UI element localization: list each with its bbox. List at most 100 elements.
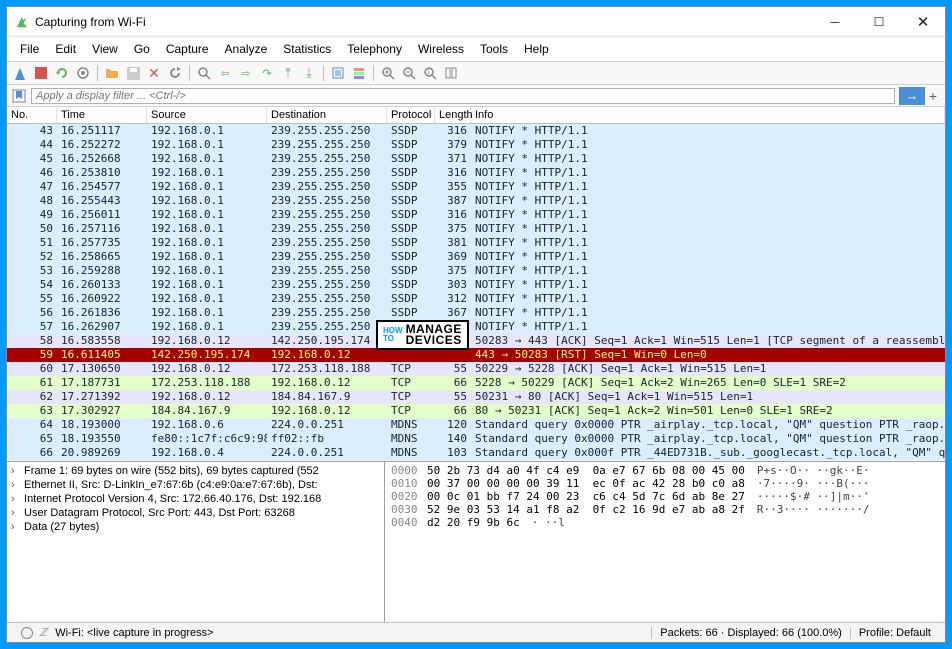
statusbar: ℤ Wi-Fi: <live capture in progress> Pack… bbox=[7, 622, 945, 642]
packet-row[interactable]: 4916.256011192.168.0.1239.255.255.250SSD… bbox=[7, 208, 945, 222]
header-no[interactable]: No. bbox=[7, 107, 57, 123]
expand-icon[interactable]: › bbox=[11, 521, 21, 533]
menu-tools[interactable]: Tools bbox=[473, 40, 515, 58]
packet-bytes-panel[interactable]: 000050 2b 73 d4 a0 4f c4 e9 0a e7 67 6b … bbox=[385, 462, 945, 622]
bytes-row[interactable]: 000050 2b 73 d4 a0 4f c4 e9 0a e7 67 6b … bbox=[391, 464, 939, 477]
capture-options-icon[interactable] bbox=[74, 64, 92, 82]
bytes-row[interactable]: 003052 9e 03 53 14 a1 f8 a2 0f c2 16 9d … bbox=[391, 503, 939, 516]
menu-file[interactable]: File bbox=[13, 40, 46, 58]
status-capture-text: Wi-Fi: <live capture in progress> bbox=[55, 627, 213, 639]
menu-wireless[interactable]: Wireless bbox=[411, 40, 471, 58]
go-last-icon[interactable]: ⤓ bbox=[300, 64, 318, 82]
menu-edit[interactable]: Edit bbox=[48, 40, 83, 58]
packet-row[interactable]: 6117.187731172.253.118.188192.168.0.12TC… bbox=[7, 376, 945, 390]
find-icon[interactable] bbox=[195, 64, 213, 82]
packet-row[interactable]: 6418.193000192.168.0.6224.0.0.251MDNS120… bbox=[7, 418, 945, 432]
go-forward-icon[interactable]: ⇨ bbox=[237, 64, 255, 82]
menu-go[interactable]: Go bbox=[127, 40, 157, 58]
expand-icon[interactable]: › bbox=[11, 507, 21, 519]
app-icon bbox=[15, 15, 29, 29]
expert-info-icon[interactable] bbox=[21, 627, 33, 639]
menu-view[interactable]: View bbox=[85, 40, 125, 58]
menu-telephony[interactable]: Telephony bbox=[340, 40, 409, 58]
detail-line[interactable]: › Ethernet II, Src: D-LinkIn_e7:67:6b (c… bbox=[9, 478, 382, 492]
expand-icon[interactable]: › bbox=[11, 465, 21, 477]
packet-details-panel[interactable]: › Frame 1: 69 bytes on wire (552 bits), … bbox=[7, 462, 385, 622]
packet-row[interactable]: 6620.989269192.168.0.4224.0.0.251MDNS103… bbox=[7, 446, 945, 460]
separator bbox=[323, 65, 324, 81]
restart-capture-icon[interactable] bbox=[53, 64, 71, 82]
autoscroll-icon[interactable] bbox=[329, 64, 347, 82]
menu-statistics[interactable]: Statistics bbox=[276, 40, 338, 58]
menu-help[interactable]: Help bbox=[517, 40, 556, 58]
go-back-icon[interactable]: ⇦ bbox=[216, 64, 234, 82]
resize-columns-icon[interactable] bbox=[442, 64, 460, 82]
detail-line[interactable]: › Data (27 bytes) bbox=[9, 520, 382, 534]
open-file-icon[interactable] bbox=[103, 64, 121, 82]
packet-row[interactable]: 6518.193550fe80::1c7f:c6c9:986…ff02::fbM… bbox=[7, 432, 945, 446]
bytes-row[interactable]: 001000 37 00 00 00 00 39 11 ec 0f ac 42 … bbox=[391, 477, 939, 490]
titlebar: Capturing from Wi-Fi ─ ☐ ✕ bbox=[7, 7, 945, 37]
start-capture-icon[interactable] bbox=[11, 64, 29, 82]
separator bbox=[189, 65, 190, 81]
packet-row[interactable]: 5316.259288192.168.0.1239.255.255.250SSD… bbox=[7, 264, 945, 278]
packet-row[interactable]: 5516.260922192.168.0.1239.255.255.250SSD… bbox=[7, 292, 945, 306]
packet-row[interactable]: 5816.583558192.168.0.12142.250.195.17450… bbox=[7, 334, 945, 348]
bytes-row[interactable]: 0040d2 20 f9 9b 6c· ··l bbox=[391, 516, 939, 529]
packet-row[interactable]: 5416.260133192.168.0.1239.255.255.250SSD… bbox=[7, 278, 945, 292]
header-time[interactable]: Time bbox=[57, 107, 147, 123]
zoom-in-icon[interactable] bbox=[379, 64, 397, 82]
detail-line[interactable]: › Frame 1: 69 bytes on wire (552 bits), … bbox=[9, 464, 382, 478]
toolbar: ✕ ⇦ ⇨ ↷ ⤒ ⤓ 1 bbox=[7, 61, 945, 85]
packet-list-body[interactable]: 4316.251117192.168.0.1239.255.255.250SSD… bbox=[7, 124, 945, 461]
menubar: FileEditViewGoCaptureAnalyzeStatisticsTe… bbox=[7, 37, 945, 61]
packet-row[interactable]: 6317.302927184.84.167.9192.168.0.12TCP66… bbox=[7, 404, 945, 418]
packet-row[interactable]: 4616.253810192.168.0.1239.255.255.250SSD… bbox=[7, 166, 945, 180]
status-profile[interactable]: Profile: Default bbox=[850, 627, 939, 639]
detail-line[interactable]: › Internet Protocol Version 4, Src: 172.… bbox=[9, 492, 382, 506]
header-source[interactable]: Source bbox=[147, 107, 267, 123]
go-first-icon[interactable]: ⤒ bbox=[279, 64, 297, 82]
header-protocol[interactable]: Protocol bbox=[387, 107, 435, 123]
close-button[interactable]: ✕ bbox=[901, 7, 945, 36]
watermark-overlay: HOW TO MANAGE DEVICES bbox=[376, 320, 469, 350]
expand-icon[interactable]: › bbox=[11, 479, 21, 491]
packet-row[interactable]: 5116.257735192.168.0.1239.255.255.250SSD… bbox=[7, 236, 945, 250]
go-to-icon[interactable]: ↷ bbox=[258, 64, 276, 82]
display-filter-input[interactable] bbox=[31, 88, 895, 104]
packet-row[interactable]: 6017.130650192.168.0.12172.253.118.188TC… bbox=[7, 362, 945, 376]
packet-row[interactable]: 5716.262907192.168.0.1239.255.255.250SSD… bbox=[7, 320, 945, 334]
zoom-reset-icon[interactable]: 1 bbox=[421, 64, 439, 82]
packet-row[interactable]: 4716.254577192.168.0.1239.255.255.250SSD… bbox=[7, 180, 945, 194]
save-file-icon[interactable] bbox=[124, 64, 142, 82]
zoom-out-icon[interactable] bbox=[400, 64, 418, 82]
status-packets: Packets: 66 · Displayed: 66 (100.0%) bbox=[651, 627, 850, 639]
packet-row[interactable]: 6217.271392192.168.0.12184.84.167.9TCP55… bbox=[7, 390, 945, 404]
packet-row[interactable]: 4516.252668192.168.0.1239.255.255.250SSD… bbox=[7, 152, 945, 166]
bytes-row[interactable]: 002000 0c 01 bb f7 24 00 23 c6 c4 5d 7c … bbox=[391, 490, 939, 503]
header-destination[interactable]: Destination bbox=[267, 107, 387, 123]
header-info[interactable]: Info bbox=[471, 107, 945, 123]
packet-row[interactable]: 5916.611405142.250.195.174192.168.0.1244… bbox=[7, 348, 945, 362]
add-filter-button[interactable]: + bbox=[925, 88, 941, 104]
apply-filter-button[interactable]: → bbox=[899, 87, 925, 105]
detail-line[interactable]: › User Datagram Protocol, Src Port: 443,… bbox=[9, 506, 382, 520]
capture-help-icon[interactable]: ℤ bbox=[39, 626, 47, 639]
packet-row[interactable]: 5616.261836192.168.0.1239.255.255.250SSD… bbox=[7, 306, 945, 320]
packet-row[interactable]: 4816.255443192.168.0.1239.255.255.250SSD… bbox=[7, 194, 945, 208]
colorize-icon[interactable] bbox=[350, 64, 368, 82]
maximize-button[interactable]: ☐ bbox=[857, 7, 901, 36]
menu-capture[interactable]: Capture bbox=[159, 40, 216, 58]
close-file-icon[interactable]: ✕ bbox=[145, 64, 163, 82]
expand-icon[interactable]: › bbox=[11, 493, 21, 505]
menu-analyze[interactable]: Analyze bbox=[218, 40, 275, 58]
packet-row[interactable]: 5216.258665192.168.0.1239.255.255.250SSD… bbox=[7, 250, 945, 264]
stop-capture-icon[interactable] bbox=[32, 64, 50, 82]
packet-row[interactable]: 4416.252272192.168.0.1239.255.255.250SSD… bbox=[7, 138, 945, 152]
reload-icon[interactable] bbox=[166, 64, 184, 82]
packet-row[interactable]: 5016.257116192.168.0.1239.255.255.250SSD… bbox=[7, 222, 945, 236]
bookmark-icon[interactable] bbox=[11, 88, 27, 104]
minimize-button[interactable]: ─ bbox=[813, 7, 857, 36]
packet-row[interactable]: 4316.251117192.168.0.1239.255.255.250SSD… bbox=[7, 124, 945, 138]
header-length[interactable]: Length bbox=[435, 107, 471, 123]
